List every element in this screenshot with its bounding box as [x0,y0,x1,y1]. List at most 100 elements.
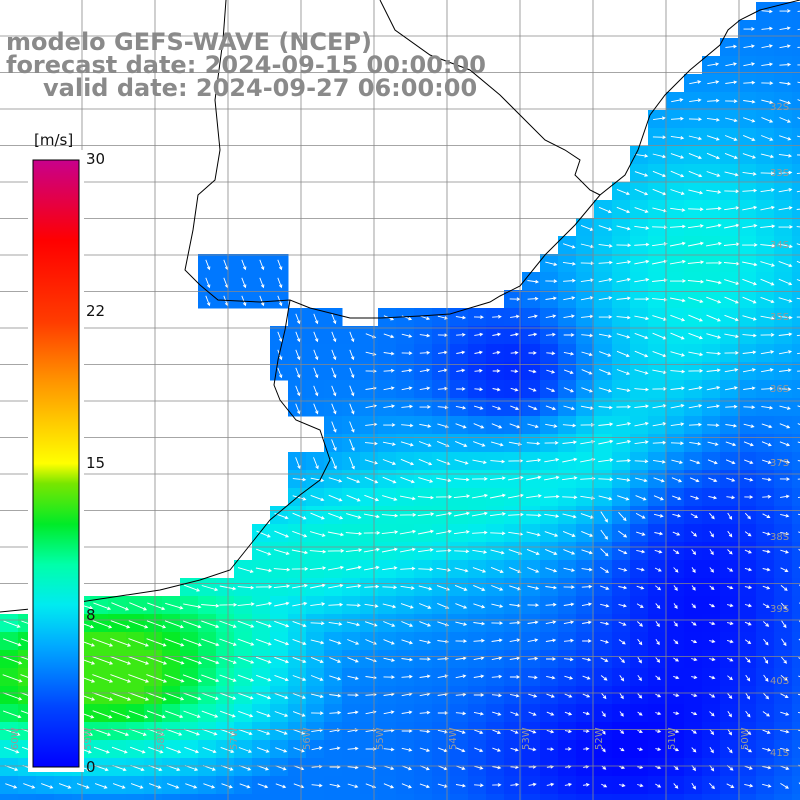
wind-arrow [259,277,265,289]
wind-arrow [527,296,539,301]
wind-arrow [417,495,435,500]
wind-arrow [689,441,702,446]
wind-arrow [456,332,466,337]
wind-arrow [760,350,775,355]
wind-arrow [652,170,667,178]
wind-arrow [761,62,774,67]
wind-arrow [546,369,556,374]
wind-arrow [725,99,738,103]
wind-arrow [291,583,308,589]
wind-arrow [709,746,714,754]
wind-arrow [419,747,431,752]
wind-arrow [670,369,686,374]
wind-arrow [779,459,791,464]
wind-arrow [349,456,355,470]
wind-arrow [581,530,594,537]
wind-arrow [435,511,453,517]
latitude-label: 32S [770,102,789,113]
wind-arrow [165,710,184,719]
wind-arrow [672,531,681,536]
wind-arrow [277,277,283,289]
wind-arrow [473,656,485,661]
wind-arrow [655,639,660,646]
wind-arrow [364,459,379,465]
wind-arrow [707,423,720,428]
wind-arrow [673,747,680,752]
wind-arrow [401,404,414,409]
wind-arrow [418,477,434,483]
field-cell [36,794,55,800]
wind-arrow [598,206,612,214]
coastline-rio-de-la-plata [184,0,800,319]
wind-arrow [128,710,149,719]
wind-arrow [619,765,626,770]
wind-arrow [709,675,716,680]
wind-arrow [364,565,380,571]
wind-arrow [166,746,182,754]
wind-arrow [259,295,265,307]
wind-arrow [654,549,663,554]
wind-arrow [526,494,542,499]
wind-arrow [673,657,680,662]
wind-arrow [241,277,247,289]
wind-arrow [706,368,721,373]
wind-arrow [492,369,501,373]
wind-arrow [110,620,131,629]
wind-arrow [526,548,540,555]
wind-arrow [706,333,722,339]
wind-arrow [383,404,396,409]
wind-arrow [634,440,649,445]
wind-arrow [619,783,626,788]
wind-arrow [691,782,696,790]
wind-arrow [688,189,704,195]
wind-arrow [274,601,290,607]
wind-arrow [652,278,668,283]
wind-arrow [147,728,165,736]
longitude-label: 59W [83,727,94,750]
wind-arrow [455,711,467,716]
wind-arrow [545,620,557,625]
wind-arrow [616,458,632,463]
wind-arrow [400,547,416,553]
wind-arrow [582,639,592,643]
wind-arrow [383,423,396,427]
wind-arrow [601,693,607,700]
wind-arrow [796,172,800,175]
wind-arrow [76,783,90,789]
wind-arrow [292,693,306,699]
field-cell [792,686,800,705]
wind-arrow [745,692,751,700]
wind-arrow [400,458,415,466]
wind-arrow [670,332,685,340]
wind-arrow [146,656,168,665]
wind-arrow [419,386,431,391]
wind-arrow [347,710,359,715]
wind-arrow [691,567,696,573]
wind-arrow [490,566,504,573]
colorbar-unit-label: [m/s] [34,131,74,149]
wind-arrow [436,567,452,572]
wind-arrow [762,747,772,752]
wind-arrow [616,243,632,248]
field-cell [216,794,235,800]
wind-arrow [112,783,126,789]
latitude-label: 36S [770,384,789,395]
wind-arrow [563,333,575,337]
wind-arrow [652,297,668,302]
wind-arrow [492,765,502,770]
wind-arrow [255,638,272,646]
wind-arrow [491,656,503,661]
wind-arrow [762,494,772,499]
wind-arrow [655,657,661,663]
wind-arrow [691,657,698,662]
wind-arrow [796,279,800,282]
wind-arrow [760,333,775,337]
wind-arrow [707,441,719,446]
wind-arrow [709,782,715,790]
wind-arrow [164,638,185,647]
field-cell [792,704,800,723]
wind-arrow [436,458,451,466]
wind-arrow [598,333,612,338]
field-cell [774,794,793,800]
wind-arrow [796,297,800,300]
